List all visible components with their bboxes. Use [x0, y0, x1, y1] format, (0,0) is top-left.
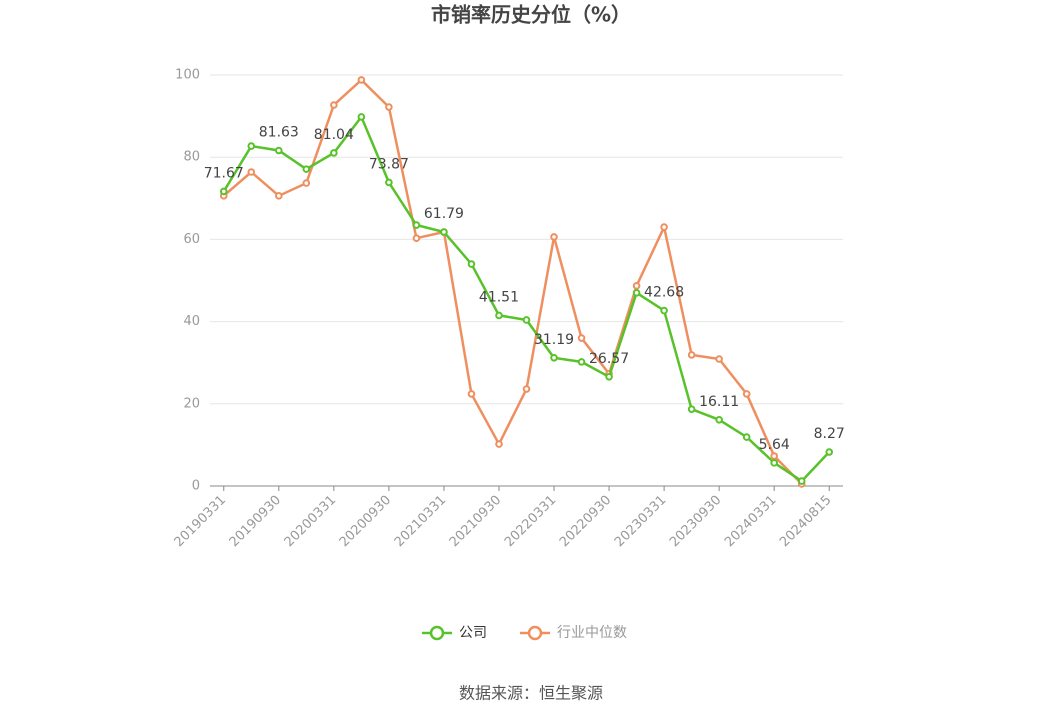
- point: [825, 448, 834, 456]
- point: [440, 228, 448, 236]
- data-label: 5.64: [759, 437, 790, 453]
- point: [715, 415, 723, 424]
- legend-marker: [429, 625, 445, 641]
- point: [495, 440, 503, 448]
- point: [742, 433, 751, 441]
- point: [550, 354, 558, 362]
- point: [302, 179, 311, 187]
- y-tick-label: 80: [183, 150, 200, 165]
- point: [797, 477, 806, 485]
- point: [687, 351, 696, 359]
- data-label: 8.27: [814, 426, 845, 442]
- x-tick-label: 20200930: [337, 493, 394, 550]
- point: [495, 311, 503, 320]
- point: [330, 149, 338, 157]
- data-label: 16.11: [699, 394, 739, 410]
- x-tick-label: 20200331: [282, 493, 339, 550]
- x-tick-label: 20230930: [667, 493, 724, 550]
- point: [522, 385, 531, 393]
- point: [467, 390, 476, 398]
- data-label: 81.04: [314, 127, 354, 143]
- data-label: 41.51: [479, 289, 519, 305]
- point: [742, 390, 751, 398]
- x-tick-label: 20190331: [172, 493, 229, 550]
- point: [660, 223, 668, 231]
- point: [632, 289, 641, 297]
- point: [660, 306, 668, 315]
- y-tick-label: 40: [183, 314, 200, 329]
- point: [632, 282, 641, 290]
- point: [275, 192, 283, 200]
- y-tick-label: 0: [192, 479, 200, 494]
- point: [357, 113, 366, 121]
- y-tick-label: 20: [183, 396, 200, 411]
- x-tick-label: 20230331: [612, 493, 669, 550]
- point: [385, 178, 393, 187]
- x-tick-label: 20220930: [557, 493, 614, 550]
- x-tick-label: 20210930: [447, 493, 504, 550]
- point: [385, 103, 393, 111]
- point: [715, 355, 723, 363]
- point: [219, 187, 228, 196]
- legend-label: 行业中位数: [557, 625, 627, 641]
- series-line: [222, 78, 803, 485]
- data-label: 71.67: [204, 165, 244, 181]
- x-tick-label: 20240331: [722, 493, 779, 550]
- point: [770, 452, 778, 460]
- x-tick-label: 20190930: [227, 493, 284, 550]
- point: [605, 372, 613, 381]
- point: [275, 146, 283, 155]
- y-tick-label: 100: [175, 68, 200, 83]
- x-tick-label: 20210331: [392, 493, 449, 550]
- point: [577, 334, 586, 342]
- point: [302, 165, 311, 173]
- point: [770, 459, 778, 467]
- x-tick-label: 20220331: [502, 493, 559, 550]
- series-line: [222, 114, 831, 483]
- point: [357, 76, 366, 84]
- data-label: 31.19: [534, 332, 574, 348]
- point: [412, 234, 421, 242]
- point: [577, 358, 586, 366]
- point: [687, 405, 696, 413]
- point: [247, 168, 256, 176]
- data-label: 61.79: [424, 206, 464, 222]
- legend-label: 公司: [459, 625, 487, 641]
- point: [550, 233, 558, 241]
- data-label: 42.68: [644, 285, 684, 301]
- point: [467, 260, 476, 268]
- data-label: 81.63: [259, 125, 299, 141]
- point: [330, 101, 338, 109]
- point: [247, 142, 256, 150]
- legend-marker: [527, 625, 543, 641]
- point: [412, 221, 421, 229]
- data-label: 26.57: [589, 351, 629, 367]
- point: [522, 316, 531, 324]
- y-tick-label: 60: [183, 232, 200, 247]
- source: 数据来源：恒生聚源: [459, 684, 603, 703]
- data-label: 73.87: [369, 156, 409, 172]
- x-tick-label: 20240815: [777, 493, 834, 550]
- chart-title: 市销率历史分位（%）: [431, 3, 631, 27]
